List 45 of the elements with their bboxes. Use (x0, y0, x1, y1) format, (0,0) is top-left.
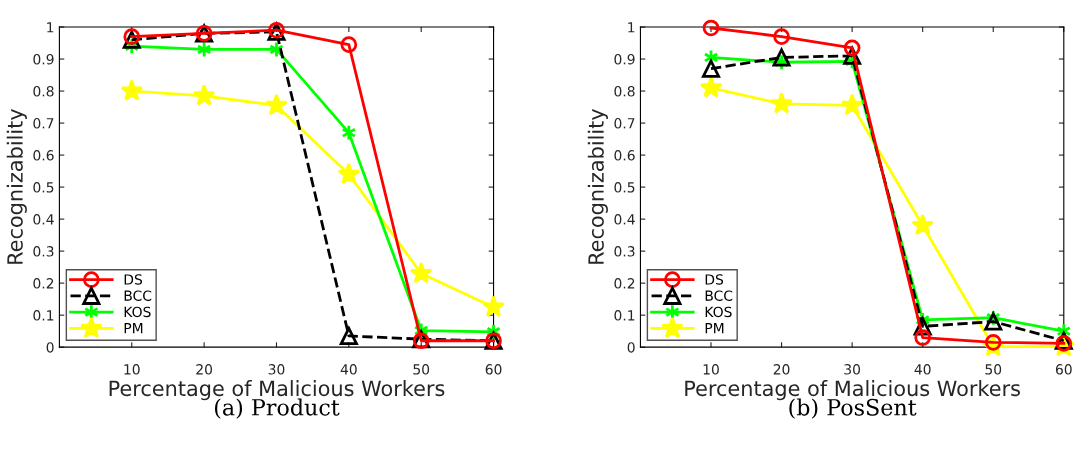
y-tick-label: 0.2 (33, 278, 54, 289)
y-tick-label: 0.3 (33, 246, 54, 257)
y-tick-label: 0.5 (614, 182, 635, 193)
y-tick-label: 0.9 (33, 54, 54, 65)
x-tick-label: 10 (124, 364, 140, 375)
y-tick-label: 0.6 (614, 150, 635, 161)
y-tick-label: 0.2 (614, 278, 635, 289)
y-tick-label: 1 (628, 22, 635, 33)
legend-label: BCC (705, 290, 733, 301)
legend-label: DS (705, 274, 724, 285)
y-tick-label: 0.8 (614, 86, 635, 97)
x-tick-label: 40 (914, 364, 931, 375)
y-tick-label: 0.8 (33, 86, 54, 97)
legend-label: BCC (124, 290, 152, 301)
legend-label: KOS (705, 306, 732, 318)
y-tick-label: 0 (627, 342, 635, 353)
x-tick-label: 20 (773, 364, 790, 375)
x-tick-label: 60 (1055, 364, 1072, 375)
text: (a) Product (214, 398, 340, 419)
y-tick-label: 0.1 (614, 310, 635, 321)
x-tick-label: 50 (413, 364, 430, 375)
y-axis-title: Recognizability (587, 108, 608, 264)
x-tick-label: 40 (340, 364, 357, 375)
y-tick-label: 1 (47, 22, 54, 33)
y-axis-title: Recognizability (6, 108, 27, 264)
y-tick-label: 0 (46, 342, 54, 353)
y-tick-label: 0.1 (33, 310, 54, 321)
y-tick-label: 0.7 (33, 118, 54, 129)
x-tick-label: 10 (703, 364, 719, 375)
y-tick-label: 0.7 (614, 118, 635, 129)
y-tick-label: 0.4 (614, 214, 635, 225)
legend-label: KOS (124, 306, 151, 318)
legend-label: PM (124, 323, 143, 334)
x-tick-label: 60 (485, 364, 502, 375)
x-tick-label: 50 (985, 364, 1002, 375)
x-tick-label: 20 (196, 364, 213, 375)
y-tick-label: 0.6 (33, 150, 54, 161)
y-tick-label: 0.9 (614, 54, 635, 65)
y-tick-label: 0.3 (614, 246, 635, 257)
legend-label: PM (705, 323, 724, 334)
x-tick-label: 30 (268, 364, 285, 375)
x-tick-label: 30 (844, 364, 861, 375)
y-tick-label: 0.5 (33, 182, 54, 193)
y-tick-label: 0.4 (33, 214, 54, 225)
legend-label: DS (124, 274, 143, 285)
